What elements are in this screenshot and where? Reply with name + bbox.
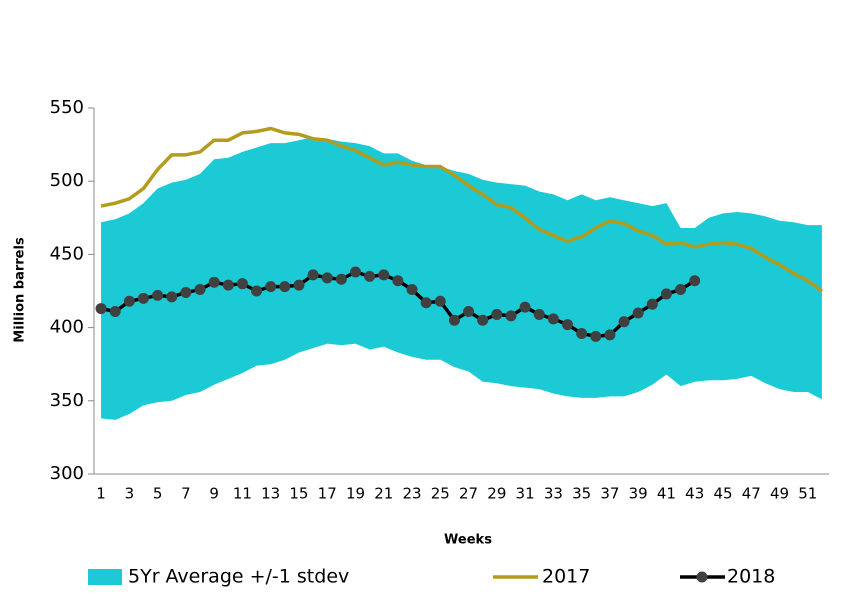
y-axis-label: Million barrels [13,237,28,343]
marker [95,303,107,315]
marker [576,327,588,339]
y-tick-label: 300 [50,463,84,484]
x-tick-label: 27 [459,485,478,503]
marker [251,285,263,297]
marker [378,269,390,281]
x-tick-label: 49 [770,485,789,503]
x-tick-label: 51 [798,485,817,503]
x-tick-label: 37 [600,485,619,503]
y-tick-label: 500 [50,170,84,191]
marker [434,295,446,307]
stdev-band [101,137,822,420]
x-tick-label: 13 [261,485,280,503]
marker [265,281,277,293]
marker [463,305,475,317]
marker [590,330,602,342]
x-tick-label: 43 [685,485,704,503]
legend-label: 2018 [727,566,775,588]
marker [123,295,135,307]
legend-label: 2017 [542,566,590,588]
x-tick-label: 11 [233,485,252,503]
marker [222,279,234,291]
marker [279,281,291,293]
marker [109,305,121,317]
marker [406,284,418,296]
legend-marker [696,571,708,583]
marker [547,313,559,325]
marker [562,319,574,331]
marker [293,279,305,291]
x-tick-label: 41 [657,485,676,503]
marker [194,284,206,296]
x-tick-label: 15 [289,485,308,503]
marker [689,275,701,287]
marker [307,269,319,281]
marker [152,289,164,301]
x-tick-label: 7 [181,485,191,503]
marker [675,284,687,296]
marker [632,307,644,319]
marker [236,278,248,290]
marker [505,310,517,322]
marker [491,308,503,320]
x-tick-label: 29 [487,485,506,503]
legend-label: 5Yr Average +/-1 stdev [128,566,349,588]
x-tick-label: 35 [572,485,591,503]
marker [180,286,192,298]
y-tick-label: 450 [50,243,84,264]
marker [604,329,616,341]
x-tick-label: 47 [742,485,761,503]
x-tick-label: 17 [318,485,337,503]
y-tick-label: 550 [50,97,84,118]
x-tick-label: 45 [713,485,732,503]
x-tick-label: 19 [346,485,365,503]
x-tick-label: 23 [402,485,421,503]
x-tick-label: 5 [153,485,163,503]
marker [137,292,149,304]
marker [321,272,333,284]
marker [618,316,630,328]
x-tick-label: 31 [516,485,535,503]
x-tick-label: 25 [431,485,450,503]
marker [392,275,404,287]
y-tick-label: 350 [50,390,84,411]
x-tick-label: 21 [374,485,393,503]
marker [519,301,531,313]
marker [533,308,545,320]
marker [420,297,432,309]
marker [349,266,361,278]
x-tick-label: 3 [125,485,135,503]
marker [646,298,658,310]
x-tick-label: 39 [629,485,648,503]
marker [335,273,347,285]
marker [208,276,220,288]
marker [364,270,376,282]
x-tick-label: 9 [209,485,219,503]
marker [660,288,672,300]
x-tick-label: 1 [96,485,106,503]
x-axis-label: Weeks [444,533,492,548]
x-tick-label: 33 [544,485,563,503]
marker [166,291,178,303]
y-tick-label: 400 [50,317,84,338]
marker [477,314,489,326]
legend-swatch [88,569,122,585]
marker [448,314,460,326]
line-0 [100,126,823,293]
